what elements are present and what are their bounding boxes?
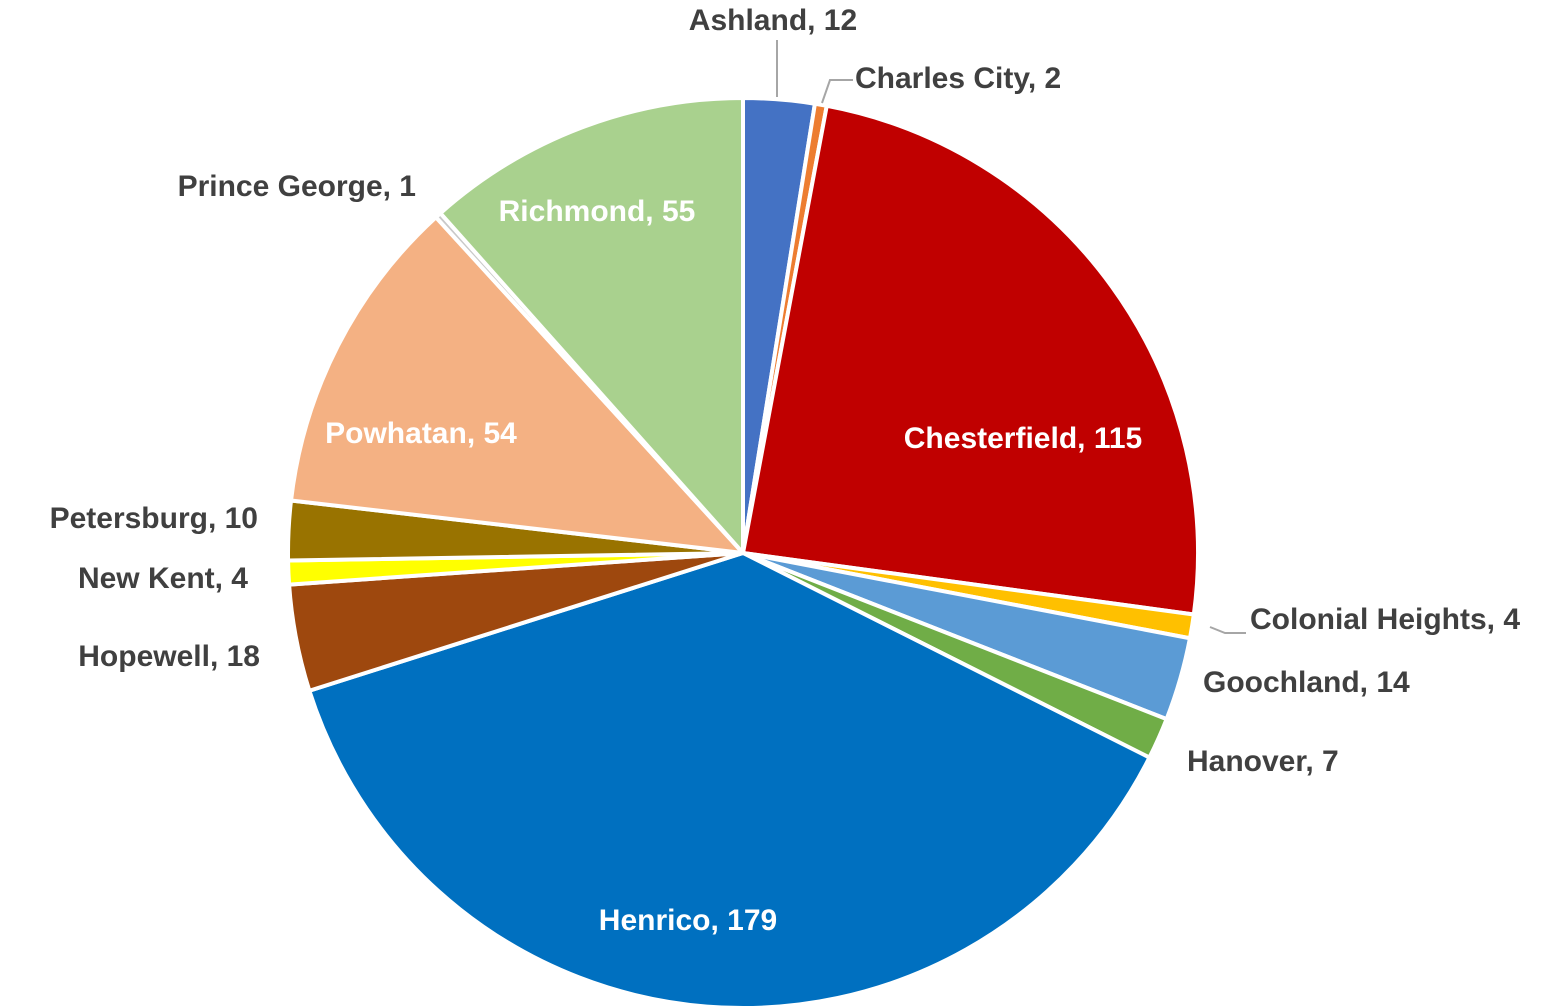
data-label: Petersburg, 10 [50,502,258,535]
pie-slice: Henrico [307,551,1152,1008]
data-label: Ashland, 12 [689,4,857,37]
pie: AshlandCharles CityChesterfieldColonial … [286,96,1200,1008]
data-label: Chesterfield, 115 [904,422,1142,455]
data-label: Hopewell, 18 [78,640,260,673]
data-label: Charles City, 2 [855,62,1061,95]
data-label: Colonial Heights, 4 [1250,603,1520,636]
leader-line [1209,626,1246,634]
data-label: Richmond, 55 [499,195,696,228]
data-label: Prince George, 1 [178,170,416,203]
data-label: Goochland, 14 [1203,666,1410,699]
pie-slice: Richmond [438,96,745,555]
pie-slice: Powhatan [289,215,745,555]
leader-line [821,79,853,104]
data-labels: Ashland, 12 Charles City, 2 Chesterfield, … [50,4,1521,937]
data-label: Henrico, 179 [599,904,777,937]
pie-slice: Chesterfield [741,103,1200,617]
data-label: Hanover, 7 [1187,745,1339,778]
data-label: New Kent, 4 [78,562,248,595]
data-label: Powhatan, 54 [325,417,517,450]
